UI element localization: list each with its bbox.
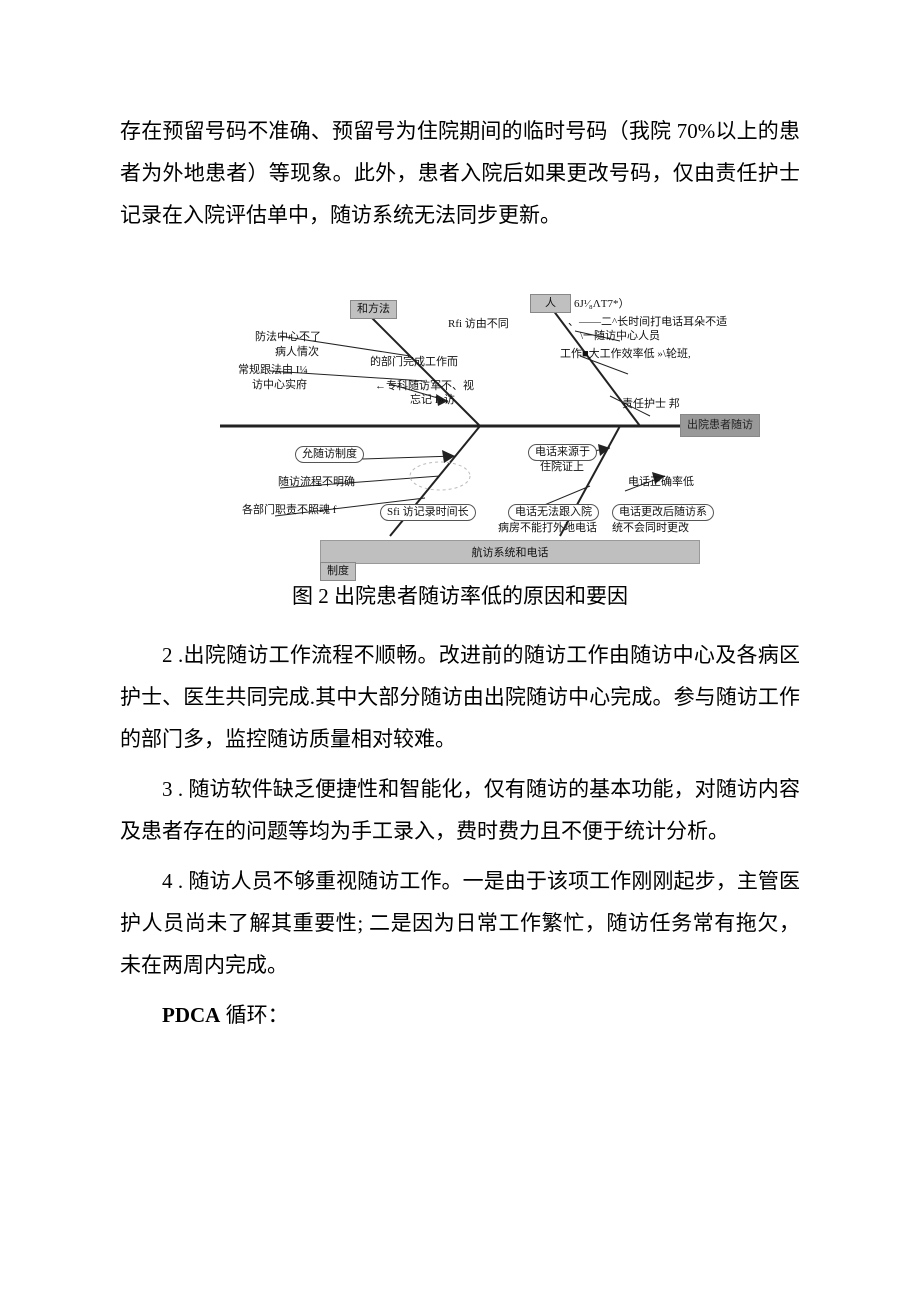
br-5: 电话更改后随访系 [612,504,714,521]
figure-2-wrapper: 和方法 人 6J¹⁄₈ΛT7*） 出院患者随访 Rfi 访由不同 防法中心不了 … [120,276,800,610]
tl-3: 访中心实府 [252,379,307,392]
paragraph-5: PDCA 循环： [120,994,800,1036]
fishbone-diagram: 和方法 人 6J¹⁄₈ΛT7*） 出院患者随访 Rfi 访由不同 防法中心不了 … [180,276,740,576]
tl-4: 的部门完成工作而 [370,356,458,369]
tl-rfi: Rfi 访由不同 [448,318,509,331]
tr-0: 、——二^长时间打电话耳朵不适 [568,316,727,329]
tr-1: \一随访中心人员 [580,330,660,343]
bl-1: 随访流程不明确 [278,476,355,489]
br-0: 电话来源于 [528,444,597,461]
pdca-label: PDCA [162,1003,220,1027]
outcome-box: 出院患者随访 [680,414,760,437]
br-1: 住院证上 [540,461,584,474]
paragraph-1: 存在预留号码不准确、预留号为住院期间的临时号码（我院 70%以上的患者为外地患者… [120,110,800,236]
bl-2: 各部门职责不照魂 f [242,504,336,517]
pdca-rest: 循环： [220,1003,288,1027]
tl-5: ←专科随访军不、视 [375,380,474,393]
bottom-category-bar: 航访系统和电话 [320,540,700,564]
bottom-bar-label: 航访系统和电话 [320,540,700,564]
br-6: 统不会同时更改 [612,522,689,535]
paragraph-2: 2 .出院随访工作流程不顺畅。改进前的随访工作由随访中心及各病区护士、医生共同完… [120,634,800,760]
tl-0: 防法中心不了 [255,331,321,344]
paragraph-3: 3 . 随访软件缺乏便捷性和智能化，仅有随访的基本功能，对随访内容及患者存在的问… [120,768,800,852]
paragraph-4: 4 . 随访人员不够重视随访工作。一是由于该项工作刚刚起步，主管医护人员尚未了解… [120,860,800,986]
category-system-box: 制度 [320,562,356,581]
page: 存在预留号码不准确、预留号为住院期间的临时号码（我院 70%以上的患者为外地患者… [0,0,920,1104]
tr-3: 责任护士 邦 [622,398,680,411]
br-4: 病房不能打外地电话 [498,522,597,535]
category-method-box: 和方法 [350,300,397,319]
br-3: 电话无法跟入院 [508,504,599,521]
bl-0: 允随访制度 [295,446,364,463]
category-people-box: 人 [530,294,571,313]
br-2: 电话正确率低 [628,476,694,489]
tr-2: 工作■大工作效率低 »\轮班, [560,348,691,361]
category-people-code: 6J¹⁄₈ΛT7*） [574,298,629,311]
tl-1: 病人情次 [275,346,319,359]
tl-6: 忘记 I»访 [410,394,455,407]
bl-3: Sfi 访记录时间长 [380,504,476,521]
tl-2: 常规跟法由 I¼ [238,364,308,377]
figure-2-caption: 图 2 出院患者随访率低的原因和要因 [120,580,800,610]
